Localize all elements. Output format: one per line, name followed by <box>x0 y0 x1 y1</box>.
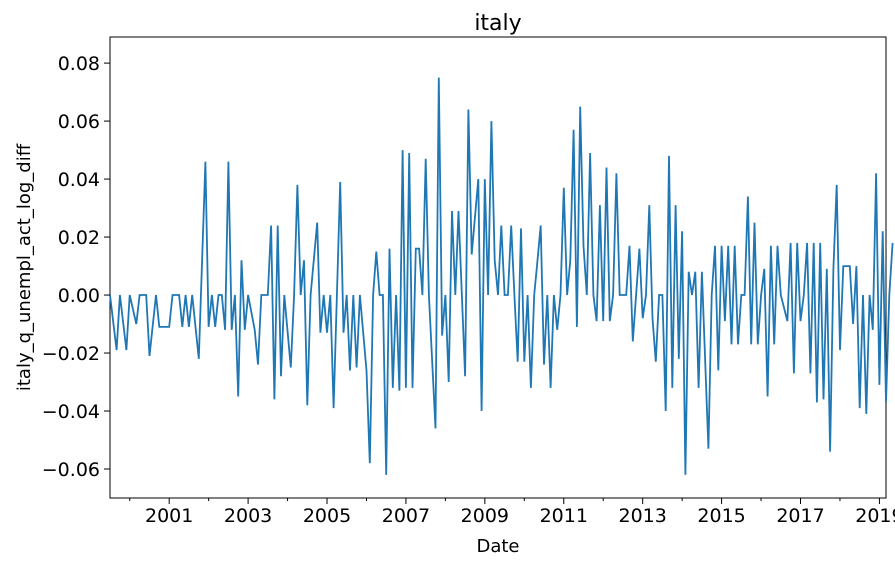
y-tick-label: 0.04 <box>58 169 100 191</box>
series-line <box>109 77 894 475</box>
y-tick-label: −0.02 <box>42 343 100 365</box>
x-tick-label: 2017 <box>776 505 824 527</box>
y-tick-label: −0.04 <box>42 401 100 423</box>
x-tick-label: 2005 <box>303 505 351 527</box>
x-tick-label: 2001 <box>145 505 193 527</box>
x-tick-label: 2009 <box>461 505 509 527</box>
x-tick-label: 2019 <box>855 505 895 527</box>
x-axis: 2001 2003 2005 2007 2009 2011 2013 2015 2017 2019 <box>129 498 895 527</box>
y-tick-label: −0.06 <box>42 459 100 481</box>
y-tick-label: 0.02 <box>58 227 100 249</box>
x-tick-label: 2007 <box>382 505 430 527</box>
x-tick-label: 2003 <box>224 505 272 527</box>
y-tick-label: 0.08 <box>58 53 100 75</box>
y-axis-title: italy_q_unempl_act_log_diff <box>14 143 35 391</box>
x-tick-label: 2013 <box>618 505 666 527</box>
y-tick-label: 0.06 <box>58 111 100 133</box>
y-tick-label: 0.00 <box>58 285 100 307</box>
plot-area <box>109 36 894 499</box>
x-tick-label: 2015 <box>697 505 745 527</box>
x-tick-label: 2011 <box>540 505 588 527</box>
plot-frame <box>109 36 887 499</box>
chart-title: italy <box>474 11 521 36</box>
x-axis-title: Date <box>476 536 519 557</box>
y-axis: −0.06 −0.04 −0.02 0.00 0.02 0.04 0.06 0.08 <box>42 53 110 481</box>
